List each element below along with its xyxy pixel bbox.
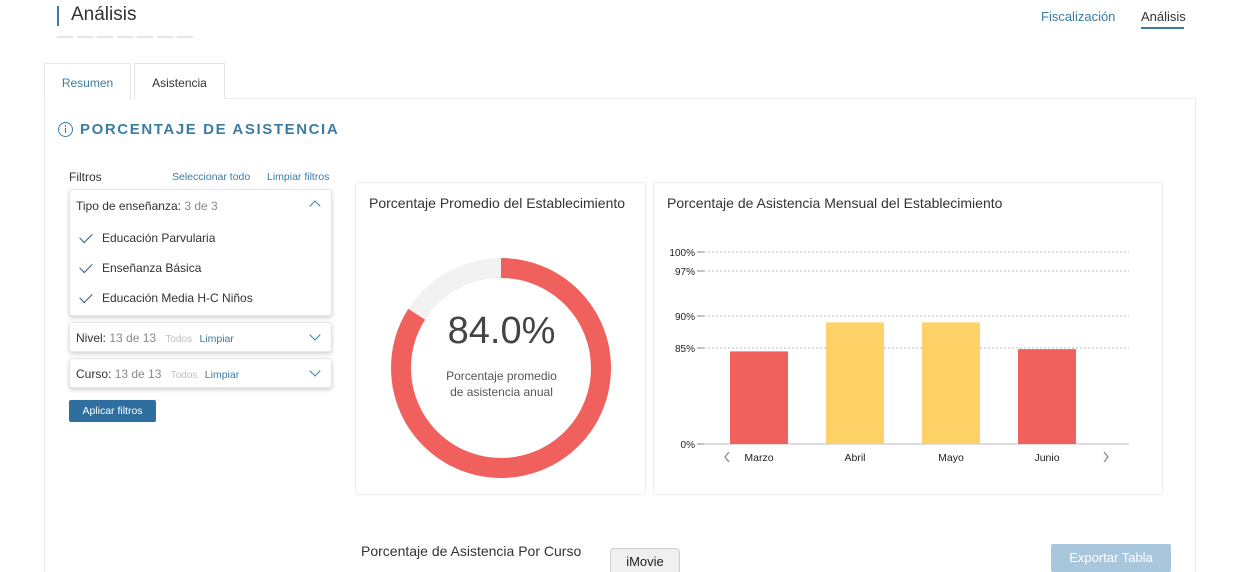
curso-header: Curso: 13 de 13 Todos Limpiar: [76, 367, 239, 381]
bar-card-title: Porcentaje de Asistencia Mensual del Est…: [667, 195, 1003, 211]
dock-tooltip-imovie: iMovie: [610, 548, 680, 572]
section-title: PORCENTAJE DE ASISTENCIA: [80, 121, 340, 138]
option-educacion-parvularia[interactable]: Educación Parvularia: [79, 229, 216, 245]
option-ensenanza-basica[interactable]: Enseñanza Básica: [79, 259, 202, 275]
curso-dropdown[interactable]: Curso: 13 de 13 Todos Limpiar: [69, 358, 332, 388]
chevron-left-icon[interactable]: [724, 451, 730, 463]
checkmark-icon: [79, 289, 93, 303]
nivel-todos[interactable]: Todos: [165, 334, 193, 345]
curso-limpiar[interactable]: Limpiar: [204, 369, 240, 381]
option-label: Enseñanza Básica: [102, 261, 202, 275]
monthly-attendance-card: Porcentaje de Asistencia Mensual del Est…: [653, 182, 1163, 495]
option-label: Educación Parvularia: [102, 231, 216, 245]
tipo-ensenanza-header[interactable]: Tipo de enseñanza: 3 de 3: [76, 199, 218, 213]
nivel-limpiar[interactable]: Limpiar: [199, 333, 234, 345]
nivel-dropdown[interactable]: Nivel: 13 de 13 Todos Limpiar: [69, 322, 332, 352]
y-tick-label: 0%: [681, 440, 696, 451]
tab-resumen[interactable]: Resumen: [44, 63, 131, 99]
nivel-header: Nivel: 13 de 13 Todos Limpiar: [76, 331, 234, 345]
average-attendance-card: Porcentaje Promedio del Establecimiento …: [355, 182, 646, 495]
title-accent-bar: [57, 6, 59, 26]
apply-filters-button[interactable]: Aplicar filtros: [69, 400, 156, 422]
curso-todos[interactable]: Todos: [170, 370, 198, 381]
tipo-ensenanza-label: Tipo de enseñanza:: [76, 199, 181, 213]
donut-value-arc: [391, 258, 611, 478]
option-label: Educación Media H-C Niños: [102, 291, 253, 305]
title-divider: [57, 36, 193, 38]
section-header: PORCENTAJE DE ASISTENCIA: [58, 121, 339, 138]
donut-subtitle-line2: de asistencia anual: [450, 385, 553, 399]
per-course-title: Porcentaje de Asistencia Por Curso: [361, 543, 582, 559]
donut-subtitle-line1: Porcentaje promedio: [446, 369, 557, 383]
info-icon[interactable]: [58, 122, 73, 137]
option-educacion-media[interactable]: Educación Media H-C Niños: [79, 289, 253, 305]
tipo-ensenanza-count: 3 de 3: [184, 199, 218, 213]
nav-analisis[interactable]: Análisis: [1141, 9, 1186, 24]
donut-card-title: Porcentaje Promedio del Establecimiento: [369, 195, 626, 211]
chevron-down-icon[interactable]: [309, 329, 321, 341]
chevron-right-icon[interactable]: [1103, 451, 1109, 463]
bar-abril: [826, 322, 884, 444]
nav-fiscalizacion[interactable]: Fiscalización: [1041, 9, 1116, 24]
tab-asistencia[interactable]: Asistencia: [134, 63, 225, 99]
y-tick-label: 85%: [675, 344, 695, 355]
bar-marzo: [730, 351, 788, 444]
checkmark-icon: [79, 229, 93, 243]
chevron-down-icon[interactable]: [309, 365, 321, 377]
nivel-count: 13 de 13: [109, 331, 157, 345]
x-tick-label: Junio: [1034, 452, 1059, 464]
chevron-up-icon[interactable]: [309, 200, 321, 212]
monthly-bar-chart: 100% 97% 90% 85% 0% Marzo Abril Mayo Junio: [669, 248, 1129, 464]
clear-filters-link[interactable]: Limpiar filtros: [267, 171, 330, 183]
page-title: Análisis: [71, 4, 137, 25]
bar-mayo: [922, 322, 980, 444]
donut-chart: [391, 258, 611, 478]
x-tick-label: Abril: [844, 452, 865, 464]
tipo-ensenanza-dropdown[interactable]: Tipo de enseñanza: 3 de 3 Educación Parv…: [69, 189, 332, 316]
x-tick-label: Marzo: [744, 452, 773, 464]
curso-label: Curso:: [76, 367, 112, 381]
y-tick-label: 97%: [675, 267, 695, 278]
filters-label: Filtros: [69, 170, 102, 184]
nav-active-indicator: [1141, 27, 1184, 29]
bar-junio: [1018, 349, 1076, 444]
curso-count: 13 de 13: [114, 367, 162, 381]
y-tick-label: 100%: [669, 248, 695, 259]
y-tick-label: 90%: [675, 312, 695, 323]
select-all-link[interactable]: Seleccionar todo: [172, 171, 251, 183]
donut-subtitle: Porcentaje promedio de asistencia anual: [356, 368, 647, 400]
checkmark-icon: [79, 259, 93, 273]
export-table-button[interactable]: Exportar Tabla: [1051, 544, 1171, 572]
x-tick-label: Mayo: [938, 452, 964, 464]
average-percentage: 84.0%: [447, 310, 556, 352]
nivel-label: Nivel:: [76, 331, 107, 345]
